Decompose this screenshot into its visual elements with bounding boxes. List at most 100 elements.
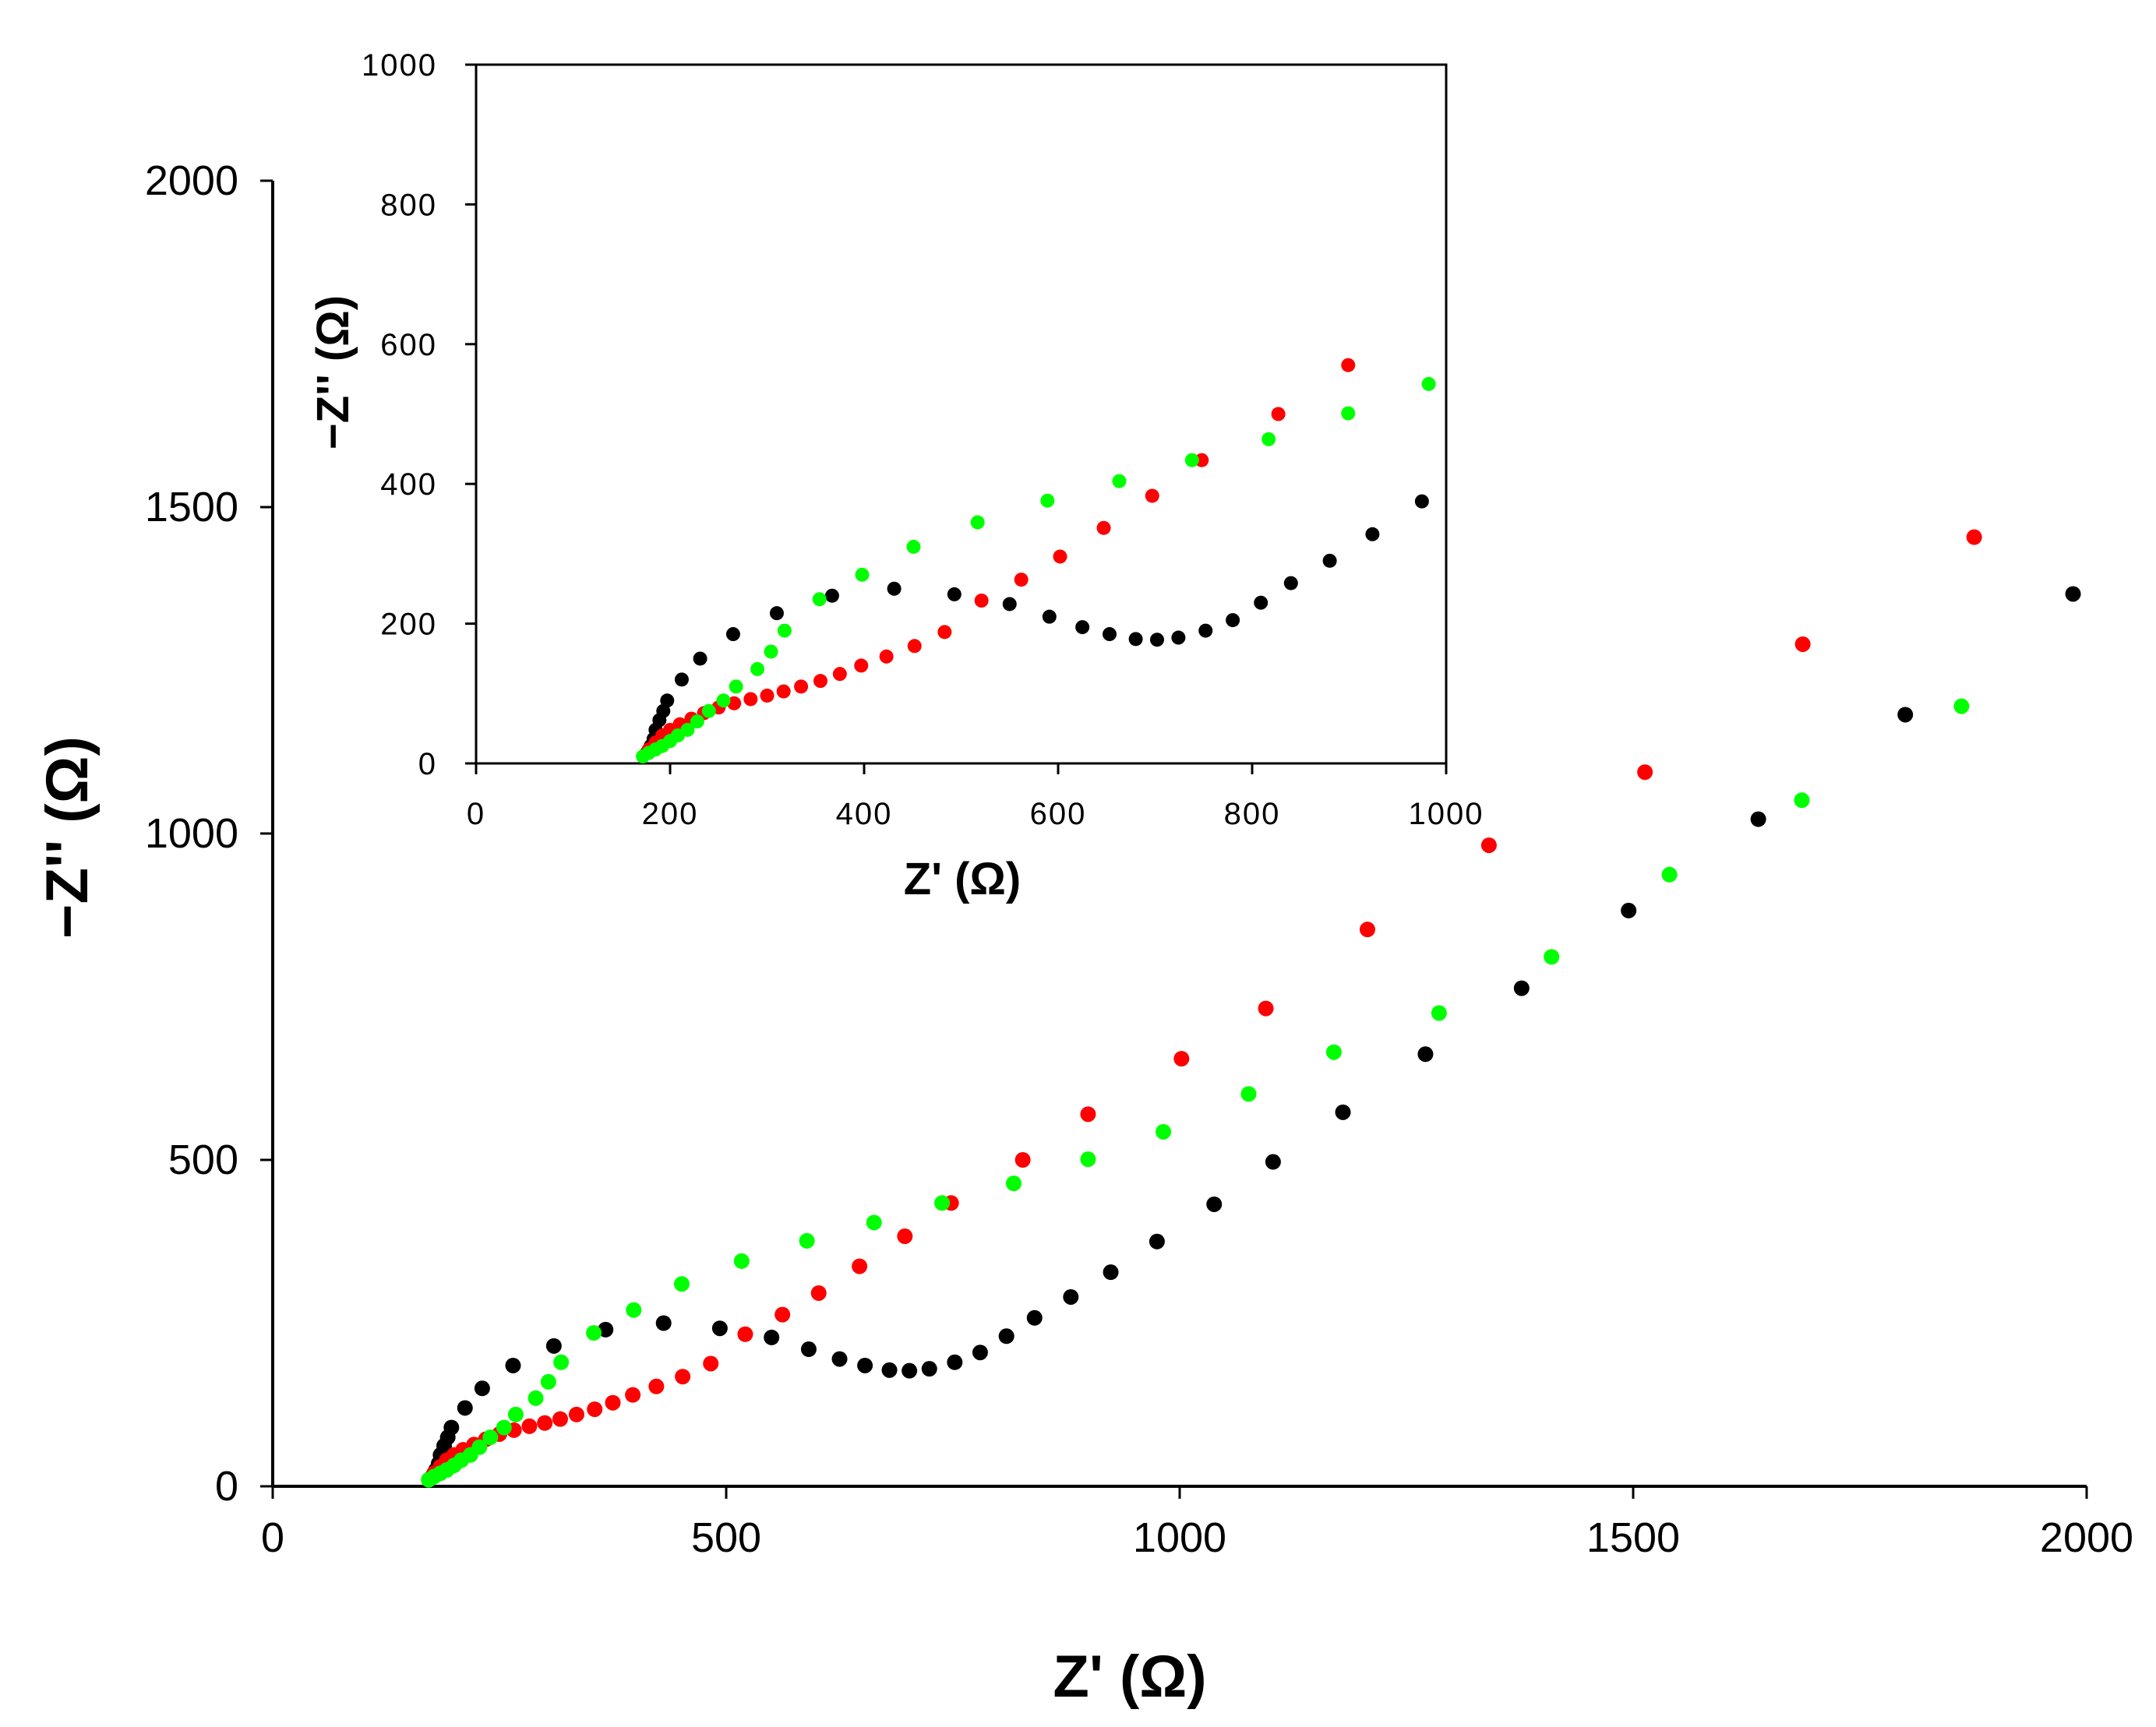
main-point-black	[921, 1361, 937, 1377]
inset-point-red	[743, 692, 758, 707]
inset-y-tick-label: 0	[418, 747, 437, 781]
main-point-black	[443, 1419, 460, 1436]
main-point-green	[1953, 698, 1970, 714]
main-data-points	[421, 529, 2081, 1488]
inset-point-green	[701, 703, 716, 718]
main-x-tick-label: 2000	[2040, 1514, 2133, 1561]
inset-point-black	[824, 588, 839, 603]
inset-point-black	[947, 587, 962, 601]
main-point-black	[998, 1328, 1014, 1345]
main-point-green	[1240, 1086, 1257, 1102]
inset-x-ticks: 0 200 400 600 800 1000	[467, 763, 1482, 831]
main-point-black	[2065, 586, 2081, 602]
inset-point-green	[1040, 493, 1055, 508]
main-point-black	[1103, 1264, 1119, 1281]
main-point-green	[553, 1354, 570, 1370]
main-y-tick-label: 0	[215, 1463, 238, 1510]
inset-x-tick-label: 400	[836, 797, 893, 831]
main-point-green	[673, 1276, 690, 1292]
main-point-red	[648, 1378, 665, 1394]
main-x-ticks: 0 500 1000 1500 2000	[261, 1486, 2133, 1561]
main-point-black	[598, 1321, 614, 1338]
main-y-axis-title: −Z'' (Ω)	[34, 736, 101, 939]
main-point-green	[1661, 866, 1678, 883]
inset-y-tick-label: 800	[380, 188, 437, 222]
main-point-black	[655, 1315, 672, 1331]
inset-point-red	[1145, 488, 1159, 503]
main-point-red	[521, 1418, 538, 1434]
inset-point-green	[1421, 376, 1436, 391]
main-y-tick-label: 1000	[145, 810, 238, 857]
inset-point-green	[1112, 474, 1127, 488]
main-x-tick-label: 0	[261, 1514, 284, 1561]
inset-point-black	[1002, 597, 1017, 611]
main-point-black	[1063, 1288, 1079, 1305]
inset-point-red	[1194, 453, 1209, 467]
main-point-black	[972, 1345, 988, 1361]
inset-point-red	[832, 667, 847, 682]
inset-y-axis-title: −Z'' (Ω)	[308, 295, 358, 449]
main-point-green	[733, 1253, 750, 1269]
main-point-black	[1417, 1046, 1434, 1063]
inset-point-black	[1149, 633, 1164, 647]
inset-point-red	[879, 649, 894, 664]
main-point-red	[1480, 837, 1497, 854]
inset-point-red	[1271, 407, 1286, 421]
inset-point-green	[855, 567, 870, 582]
main-point-black	[947, 1354, 963, 1370]
inset-point-black	[1075, 620, 1090, 635]
main-point-red	[625, 1387, 641, 1403]
main-point-green	[1794, 792, 1810, 809]
main-point-black	[1750, 811, 1766, 827]
main-point-green	[626, 1302, 642, 1318]
inset-x-axis-title: Z' (Ω)	[904, 854, 1021, 904]
inset-y-tick-label: 600	[380, 328, 437, 362]
inset-point-green	[690, 714, 704, 729]
main-point-red	[1258, 1000, 1274, 1017]
main-point-green	[1080, 1151, 1096, 1168]
inset-point-black	[1414, 494, 1429, 509]
main-point-black	[505, 1357, 521, 1373]
main-point-red	[552, 1411, 568, 1427]
main-y-tick-label: 2000	[145, 157, 238, 204]
main-point-red	[775, 1306, 791, 1323]
inset-point-green	[812, 592, 827, 607]
inset-point-black	[1322, 553, 1337, 568]
main-point-black	[831, 1351, 848, 1367]
inset-x-tick-label: 200	[642, 797, 699, 831]
inset-frame	[475, 63, 1448, 765]
inset-point-red	[907, 639, 922, 654]
main-point-red	[1173, 1051, 1190, 1067]
inset-point-red	[1096, 520, 1111, 535]
main-point-green	[586, 1325, 602, 1341]
inset-point-black	[1171, 630, 1186, 645]
main-point-black	[457, 1400, 473, 1416]
inset-point-black	[1198, 623, 1213, 638]
inset-point-red	[813, 674, 827, 689]
main-point-green	[866, 1214, 882, 1231]
main-point-red	[1966, 529, 1982, 545]
main-x-axis-title: Z' (Ω)	[1053, 1644, 1206, 1710]
main-point-black	[474, 1380, 490, 1397]
inset-point-black	[674, 672, 689, 687]
inset-point-green	[970, 515, 985, 530]
inset-point-green	[1341, 406, 1356, 421]
main-point-black	[881, 1362, 898, 1378]
main-point-black	[1335, 1104, 1351, 1120]
inset-x-tick-label: 0	[467, 797, 485, 831]
inset-y-tick-label: 400	[380, 467, 437, 502]
main-point-red	[737, 1326, 753, 1342]
main-point-black	[1149, 1233, 1165, 1249]
main-point-red	[568, 1406, 584, 1422]
inset-point-red	[794, 679, 809, 694]
inset-point-green	[1184, 453, 1199, 467]
main-point-red	[605, 1394, 621, 1411]
main-point-black	[902, 1362, 918, 1379]
main-y-ticks: 0 500 1000 1500 2000	[145, 157, 273, 1510]
main-point-black	[857, 1357, 873, 1373]
main-point-black	[1897, 707, 1914, 723]
inset-point-green	[680, 722, 695, 737]
main-x-tick-label: 1000	[1133, 1514, 1226, 1561]
